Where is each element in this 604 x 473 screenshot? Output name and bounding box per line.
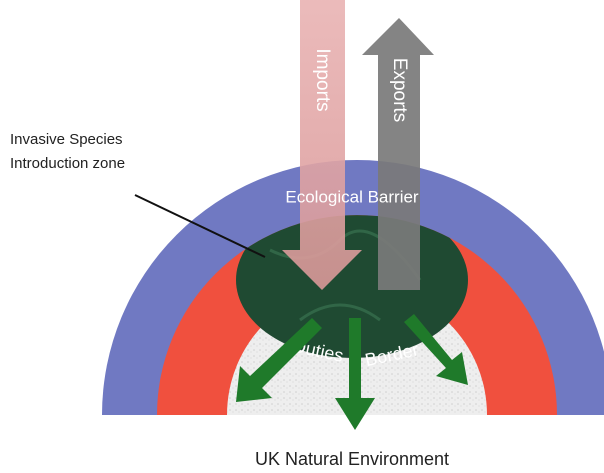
zone-label: Introduction zone — [10, 155, 125, 172]
exports-label: Exports — [389, 58, 410, 122]
environment-label: UK Natural Environment — [255, 449, 449, 469]
imports-label: Imports — [312, 48, 333, 111]
zone-label: Invasive Species — [10, 131, 123, 148]
diagram: Imports Exports Ecological Barrier Dutie… — [0, 0, 604, 473]
barrier-label: Ecological Barrier — [285, 187, 419, 206]
